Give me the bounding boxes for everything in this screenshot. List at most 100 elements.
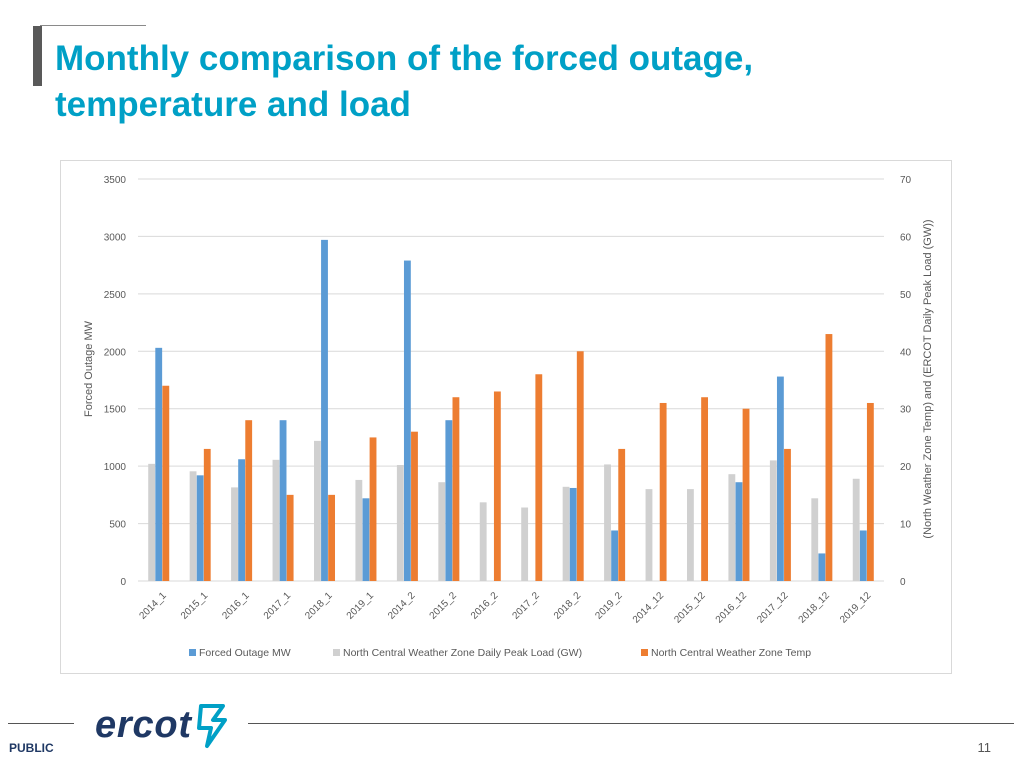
bar-north-central-weather-zone-temp: [659, 402, 667, 581]
y-tick-label: 3000: [104, 232, 127, 243]
y2-tick-label: 30: [900, 405, 912, 416]
x-axis-ticks: 2014_1 2015_1 2016_1 2017_1 2018_1 2019_1 2014…: [137, 590, 873, 626]
y2-tick-label: 40: [900, 347, 912, 358]
bar-north-central-weather-zone-daily-peak-load-gw: [189, 471, 197, 581]
x-tick-label: 2017_1: [262, 590, 294, 622]
bar-forced-outage-mw: [735, 482, 743, 581]
legend-swatch: [189, 649, 196, 656]
x-tick-label: 2019_1: [345, 590, 377, 622]
y2-tick-label: 0: [900, 577, 906, 588]
bar-forced-outage-mw: [403, 260, 411, 581]
bar-north-central-weather-zone-temp: [866, 402, 874, 581]
bar-series: [148, 239, 874, 582]
bar-north-central-weather-zone-temp: [742, 408, 750, 581]
x-tick-label: 2016_2: [469, 590, 501, 622]
bar-forced-outage-mw: [238, 459, 246, 581]
x-tick-label: 2014_2: [386, 590, 418, 622]
x-tick-label: 2018_1: [303, 590, 335, 622]
y-tick-label: 0: [120, 577, 126, 588]
legend-swatch: [333, 649, 340, 656]
legend-label: North Central Weather Zone Temp: [651, 647, 811, 659]
y2-axis-label: (North Weather Zone Temp) and (ERCOT Dai…: [922, 219, 934, 538]
bar-north-central-weather-zone-daily-peak-load-gw: [396, 464, 404, 581]
bar-north-central-weather-zone-temp: [328, 494, 336, 581]
slide-title: Monthly comparison of the forced outage,…: [55, 39, 754, 124]
chart: 0 500 1000 1500 2000 2500 3000 3500 0 10 20 30 40 50…: [83, 175, 934, 659]
bar-north-central-weather-zone-daily-peak-load-gw: [811, 498, 819, 581]
x-tick-label: 2018_2: [552, 590, 584, 622]
logo-wordmark: ercot: [95, 704, 192, 746]
grid-lines: [138, 178, 884, 582]
bar-north-central-weather-zone-temp: [162, 385, 170, 581]
lightning-icon: [197, 704, 227, 748]
right-axis-ticks: 0 10 20 30 40 50 60 70: [900, 175, 912, 588]
title-top-rule: [40, 25, 146, 26]
bar-forced-outage-mw: [196, 475, 204, 581]
bar-forced-outage-mw: [569, 487, 577, 581]
bar-north-central-weather-zone-daily-peak-load-gw: [355, 479, 363, 581]
bar-north-central-weather-zone-daily-peak-load-gw: [604, 464, 611, 581]
x-tick-label: 2016_12: [714, 590, 750, 626]
legend-label: North Central Weather Zone Daily Peak Lo…: [343, 647, 582, 659]
x-tick-label: 2014_12: [631, 590, 667, 626]
bar-north-central-weather-zone-daily-peak-load-gw: [231, 487, 238, 581]
footer-rule-left: [8, 723, 74, 724]
x-tick-label: 2014_1: [137, 590, 169, 622]
y-tick-label: 500: [109, 520, 126, 531]
bar-north-central-weather-zone-daily-peak-load-gw: [769, 460, 777, 581]
x-tick-label: 2019_12: [838, 590, 874, 626]
y2-tick-label: 60: [900, 232, 912, 243]
title-accent-bar: [33, 26, 42, 86]
bar-north-central-weather-zone-daily-peak-load-gw: [521, 507, 529, 581]
bar-north-central-weather-zone-daily-peak-load-gw: [562, 486, 570, 581]
x-tick-label: 2015_12: [672, 590, 708, 626]
bar-forced-outage-mw: [818, 553, 826, 581]
bar-north-central-weather-zone-temp: [245, 420, 253, 581]
x-tick-label: 2015_1: [179, 590, 211, 622]
y-tick-label: 2500: [104, 290, 127, 301]
bar-forced-outage-mw: [155, 347, 163, 581]
bar-forced-outage-mw: [321, 239, 328, 582]
left-axis-ticks: 0 500 1000 1500 2000 2500 3000 3500: [104, 175, 127, 588]
bar-forced-outage-mw: [362, 498, 370, 581]
bar-forced-outage-mw: [279, 420, 287, 581]
x-tick-label: 2017_2: [510, 590, 542, 622]
bar-north-central-weather-zone-temp: [411, 431, 418, 581]
footer-rule-right: [248, 723, 1014, 724]
bar-north-central-weather-zone-daily-peak-load-gw: [479, 502, 487, 581]
ercot-logo: ercot: [95, 704, 227, 748]
x-tick-label: 2018_12: [797, 590, 833, 626]
chart-frame: 0 500 1000 1500 2000 2500 3000 3500 0 10 20 30 40 50…: [60, 160, 952, 674]
bar-north-central-weather-zone-temp: [618, 448, 626, 581]
y2-tick-label: 50: [900, 290, 912, 301]
y-tick-label: 1500: [104, 405, 127, 416]
x-tick-label: 2017_12: [755, 590, 791, 626]
legend: Forced Outage MW North Central Weather Zo…: [189, 647, 811, 659]
page-number: 11: [977, 740, 992, 755]
bar-forced-outage-mw: [611, 530, 619, 581]
x-tick-label: 2015_2: [428, 590, 460, 622]
bar-north-central-weather-zone-daily-peak-load-gw: [272, 459, 280, 581]
bar-north-central-weather-zone-temp: [452, 397, 460, 581]
bar-north-central-weather-zone-temp: [825, 334, 833, 581]
bar-north-central-weather-zone-daily-peak-load-gw: [645, 489, 653, 581]
y2-tick-label: 20: [900, 462, 912, 473]
y-tick-label: 2000: [104, 347, 127, 358]
legend-swatch: [641, 649, 648, 656]
bar-forced-outage-mw: [776, 376, 784, 581]
footer-public-label: PUBLIC: [9, 741, 54, 755]
bar-forced-outage-mw: [859, 530, 867, 581]
bar-north-central-weather-zone-daily-peak-load-gw: [313, 440, 321, 581]
y2-tick-label: 70: [900, 175, 912, 186]
y-axis-label: Forced Outage MW: [83, 320, 95, 417]
bar-north-central-weather-zone-temp: [203, 448, 211, 581]
y2-tick-label: 10: [900, 520, 912, 531]
bar-north-central-weather-zone-temp: [701, 397, 709, 581]
x-tick-label: 2016_1: [220, 590, 252, 622]
bar-north-central-weather-zone-temp: [784, 448, 791, 581]
bar-north-central-weather-zone-daily-peak-load-gw: [686, 489, 694, 581]
x-tick-label: 2019_2: [593, 590, 625, 622]
bar-north-central-weather-zone-daily-peak-load-gw: [438, 482, 446, 581]
bar-north-central-weather-zone-temp: [493, 391, 501, 581]
y-tick-label: 1000: [104, 462, 127, 473]
